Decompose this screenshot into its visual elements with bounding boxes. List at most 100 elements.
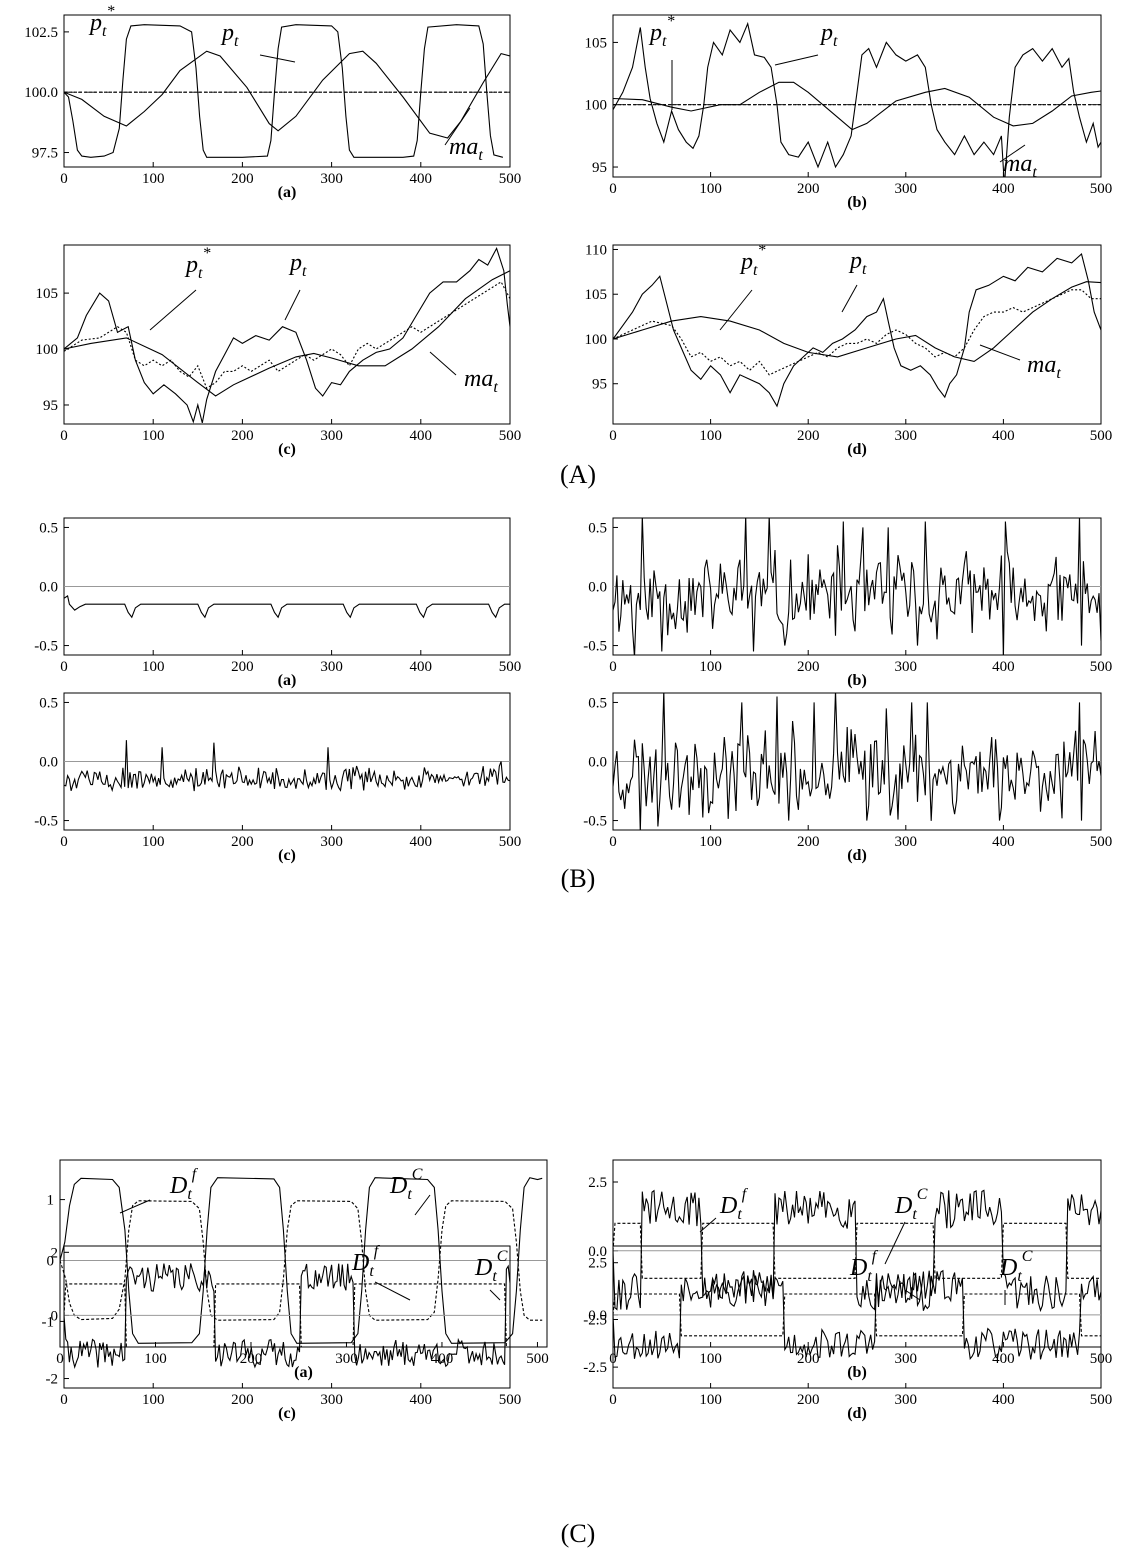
y-tick-label: -0.5 bbox=[583, 639, 607, 655]
series-annotation: Dtf bbox=[351, 1243, 381, 1280]
x-tick-label: 100 bbox=[699, 428, 722, 444]
x-tick-label: 400 bbox=[992, 1351, 1015, 1367]
y-tick-label: -0.5 bbox=[583, 814, 607, 830]
plot-frame bbox=[612, 14, 1102, 178]
series-annotation: mat bbox=[464, 366, 498, 396]
x-tick-label: 400 bbox=[992, 1392, 1015, 1408]
series-annotation: mat bbox=[449, 134, 483, 164]
x-tick-label: 100 bbox=[699, 834, 722, 850]
y-tick-label: 0 bbox=[51, 1308, 59, 1324]
y-tick-label: 95 bbox=[592, 160, 607, 176]
series-line bbox=[64, 24, 504, 158]
x-tick-label: 300 bbox=[320, 1392, 343, 1408]
x-tick-label: 200 bbox=[231, 834, 254, 850]
x-tick-label: 400 bbox=[410, 834, 433, 850]
y-tick-label: 100 bbox=[36, 342, 59, 358]
y-tick-label: 0.5 bbox=[588, 695, 607, 711]
x-tick-label: 0 bbox=[609, 659, 617, 675]
x-tick-label: 0 bbox=[60, 1392, 68, 1408]
x-tick-label: 500 bbox=[499, 659, 522, 675]
y-tick-label: -2 bbox=[46, 1372, 59, 1388]
y-tick-label: -1 bbox=[42, 1314, 55, 1330]
leader-line bbox=[489, 1289, 501, 1301]
x-tick-label: 300 bbox=[895, 1392, 918, 1408]
plot-frame bbox=[63, 244, 511, 425]
x-tick-label: 0 bbox=[60, 834, 68, 850]
series-annotation: pt bbox=[848, 248, 867, 278]
series-annotation: pt* bbox=[184, 245, 210, 282]
x-tick-label: 500 bbox=[526, 1351, 549, 1367]
chart-panel-4: 0 100 200 300 400 500 0.5 0.0 -0.5 (a) bbox=[34, 517, 522, 689]
y-tick-label: 2.5 bbox=[588, 1175, 607, 1191]
y-tick-label: 95 bbox=[592, 377, 607, 393]
annotations-1: pt* pt mat bbox=[648, 13, 1037, 181]
x-tick-label: 300 bbox=[895, 659, 918, 675]
x-tick-label: 300 bbox=[895, 1351, 918, 1367]
x-tick-label: 200 bbox=[797, 1392, 820, 1408]
x-tick-label: 100 bbox=[699, 1351, 722, 1367]
x-tick-label: 200 bbox=[797, 834, 820, 850]
x-tick-label: 200 bbox=[231, 659, 254, 675]
x-tick-label: 500 bbox=[1090, 428, 1113, 444]
x-tick-label: 100 bbox=[142, 1392, 165, 1408]
y-tick-label: 105 bbox=[585, 35, 608, 51]
series-line bbox=[64, 594, 510, 619]
x-tick-label: 100 bbox=[699, 659, 722, 675]
annotations-11: Dtf DtC bbox=[849, 1248, 1033, 1305]
leader-line bbox=[841, 284, 858, 313]
series-annotation: Dtf bbox=[719, 1186, 749, 1223]
x-tick-label: 200 bbox=[797, 181, 820, 197]
y-tick-label: 0.5 bbox=[588, 520, 607, 536]
x-tick-label: 500 bbox=[499, 428, 522, 444]
x-tick-label: 100 bbox=[142, 428, 165, 444]
annotations-9: Dtf DtC bbox=[699, 1186, 928, 1265]
y-tick-label: 100.0 bbox=[24, 85, 58, 101]
series-annotation: pt bbox=[288, 250, 307, 280]
annotations-8: Dtf DtC bbox=[119, 1166, 431, 1216]
x-tick-label: 200 bbox=[797, 1351, 820, 1367]
x-tick-label: 300 bbox=[320, 834, 343, 850]
x-tick-label: 200 bbox=[231, 1392, 254, 1408]
leader-line bbox=[884, 1221, 906, 1265]
y-tick-label: 0.0 bbox=[39, 580, 58, 596]
series-annotation: mat bbox=[1003, 151, 1037, 181]
y-tick-label: 2.5 bbox=[588, 1256, 607, 1272]
leader-line bbox=[429, 351, 457, 376]
y-tick-label: 95 bbox=[43, 398, 58, 414]
annotations-10: Dtf DtC bbox=[351, 1243, 508, 1301]
series-annotation: pt bbox=[220, 20, 239, 50]
series-annotation: Dtf bbox=[169, 1166, 199, 1203]
series-annotation: DtC bbox=[894, 1186, 928, 1223]
panel-label: (a) bbox=[278, 184, 297, 201]
x-tick-label: 0 bbox=[609, 428, 617, 444]
series-annotation: pt bbox=[819, 20, 838, 50]
x-tick-label: 500 bbox=[499, 834, 522, 850]
x-tick-label: 400 bbox=[992, 834, 1015, 850]
x-tick-label: 0 bbox=[56, 1351, 64, 1367]
x-tick-label: 100 bbox=[699, 181, 722, 197]
panel-label: (d) bbox=[847, 847, 867, 864]
chart-panel-1: 0 100 200 300 400 500 95 100 105 (b) bbox=[585, 14, 1112, 211]
y-tick-label: 0.0 bbox=[588, 580, 607, 596]
panel-label: (a) bbox=[278, 672, 297, 689]
leader-line bbox=[719, 289, 753, 331]
panel-label: (a) bbox=[294, 1364, 313, 1381]
x-tick-label: 500 bbox=[1090, 1392, 1113, 1408]
plot-frame bbox=[63, 14, 511, 168]
panel-label: (c) bbox=[278, 1405, 296, 1422]
annotations-3: pt* pt mat bbox=[719, 242, 1061, 382]
x-tick-label: 0 bbox=[609, 181, 617, 197]
series-line bbox=[613, 289, 1101, 376]
y-tick-label: 0.0 bbox=[39, 755, 58, 771]
y-tick-label: -2.5 bbox=[583, 1360, 607, 1376]
plot-frame bbox=[612, 244, 1102, 425]
series-line bbox=[613, 693, 1101, 830]
x-tick-label: 0 bbox=[609, 1392, 617, 1408]
y-tick-label: -0.5 bbox=[34, 814, 58, 830]
annotations-2: pt* pt mat bbox=[149, 245, 498, 396]
x-tick-label: 100 bbox=[142, 171, 165, 187]
series-line bbox=[613, 81, 1101, 131]
